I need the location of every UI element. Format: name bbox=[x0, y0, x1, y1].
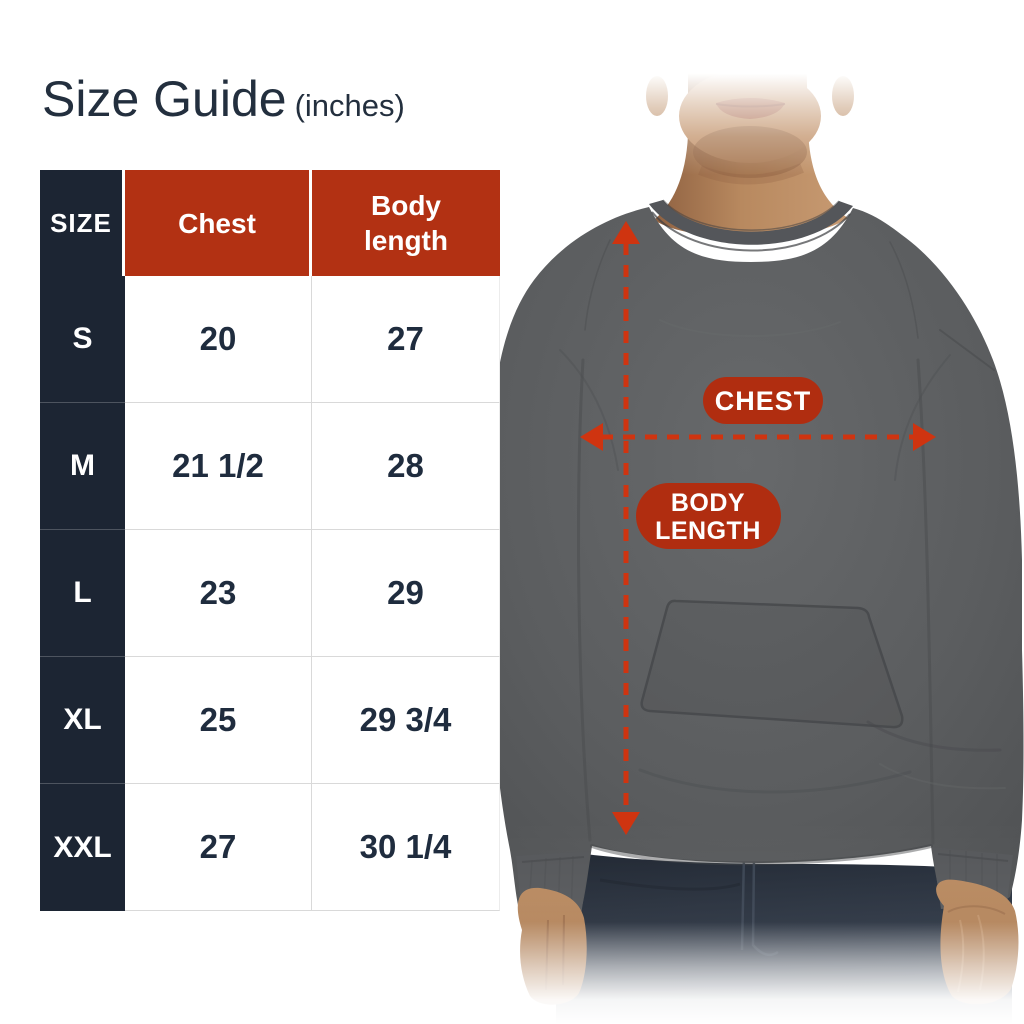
column-header-body-length: Body length bbox=[312, 170, 500, 276]
row-label-l: L bbox=[40, 530, 125, 657]
body-length-badge-line1: BODY bbox=[671, 489, 745, 517]
row-label-s: S bbox=[40, 276, 125, 403]
chest-arrow bbox=[580, 423, 936, 451]
body-length-value-l: 29 bbox=[312, 530, 500, 657]
chest-badge-label: CHEST bbox=[715, 386, 812, 416]
row-label-xl: XL bbox=[40, 657, 125, 784]
chest-value-l: 23 bbox=[125, 530, 312, 657]
body-length-value-m: 28 bbox=[312, 403, 500, 530]
body-length-value-s: 27 bbox=[312, 276, 500, 403]
chest-value-m: 21 1/2 bbox=[125, 403, 312, 530]
chest-badge: CHEST bbox=[703, 377, 823, 424]
column-header-size: SIZE bbox=[40, 170, 125, 276]
page-title: Size Guide (inches) bbox=[42, 74, 405, 124]
body-length-arrow bbox=[612, 221, 640, 835]
size-guide-table: SIZE Chest Body length S 20 27 M 21 1/2 … bbox=[40, 170, 500, 911]
chest-value-xl: 25 bbox=[125, 657, 312, 784]
page-title-unit: (inches) bbox=[294, 88, 405, 123]
sweatshirt-collar bbox=[649, 199, 853, 252]
bottom-white-fade bbox=[480, 820, 1024, 1024]
body-length-value-xxl: 30 1/4 bbox=[312, 784, 500, 911]
body-length-value-xl: 29 3/4 bbox=[312, 657, 500, 784]
chest-value-s: 20 bbox=[125, 276, 312, 403]
row-label-xxl: XXL bbox=[40, 784, 125, 911]
row-label-m: M bbox=[40, 403, 125, 530]
page-title-main: Size Guide bbox=[42, 71, 287, 127]
measurement-overlay: CHEST BODY LENGTH bbox=[580, 221, 936, 835]
body-length-badge-line2: LENGTH bbox=[655, 517, 761, 545]
sweatshirt-pocket bbox=[640, 599, 904, 729]
body-length-badge: BODY LENGTH bbox=[636, 483, 781, 549]
chest-value-xxl: 27 bbox=[125, 784, 312, 911]
head-white-fade bbox=[560, 0, 920, 175]
column-header-chest: Chest bbox=[125, 170, 312, 276]
